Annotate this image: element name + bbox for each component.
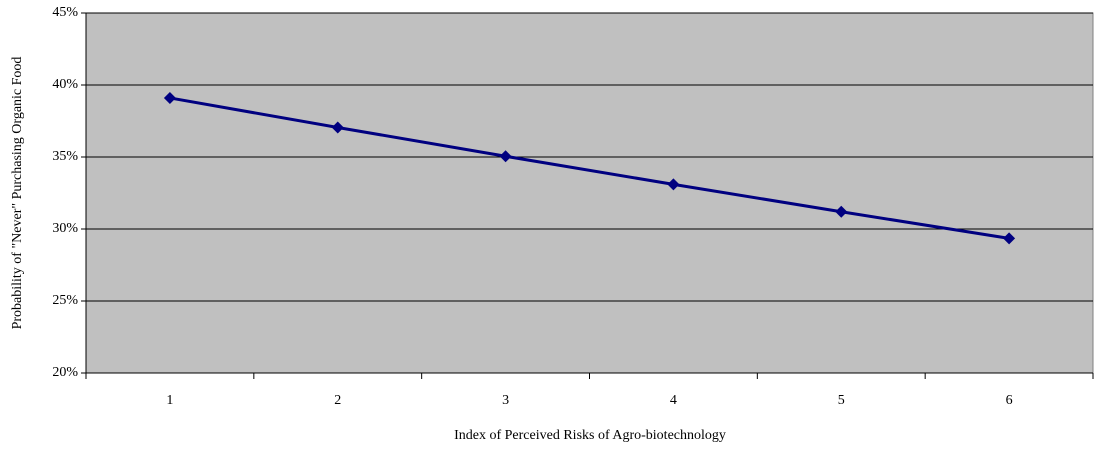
y-tick-label: 40%	[52, 77, 78, 92]
line	[169, 96, 1010, 240]
plot-area	[85, 12, 1094, 374]
x-tick-label: 5	[838, 393, 845, 408]
y-tick-label: 35%	[52, 149, 78, 164]
x-tick-label: 2	[334, 393, 341, 408]
marker	[1003, 232, 1016, 245]
y-tick-label: 30%	[52, 221, 78, 236]
y-axis-label: Probability of "Never" Purchasing Organi…	[10, 57, 25, 330]
x-axis-label: Index of Perceived Risks of Agro-biotech…	[454, 428, 726, 443]
marker	[667, 178, 680, 191]
y-tick-label: 25%	[52, 293, 78, 308]
marker	[331, 121, 344, 134]
x-tick-label: 3	[502, 393, 509, 408]
y-tick-label: 20%	[52, 365, 78, 380]
y-tick-label: 45%	[52, 5, 78, 20]
x-tick-label: 4	[670, 393, 677, 408]
x-tick-label: 1	[166, 393, 173, 408]
marker	[163, 91, 176, 104]
marker	[835, 205, 848, 218]
marker	[499, 150, 512, 163]
x-tick-label: 6	[1006, 393, 1013, 408]
